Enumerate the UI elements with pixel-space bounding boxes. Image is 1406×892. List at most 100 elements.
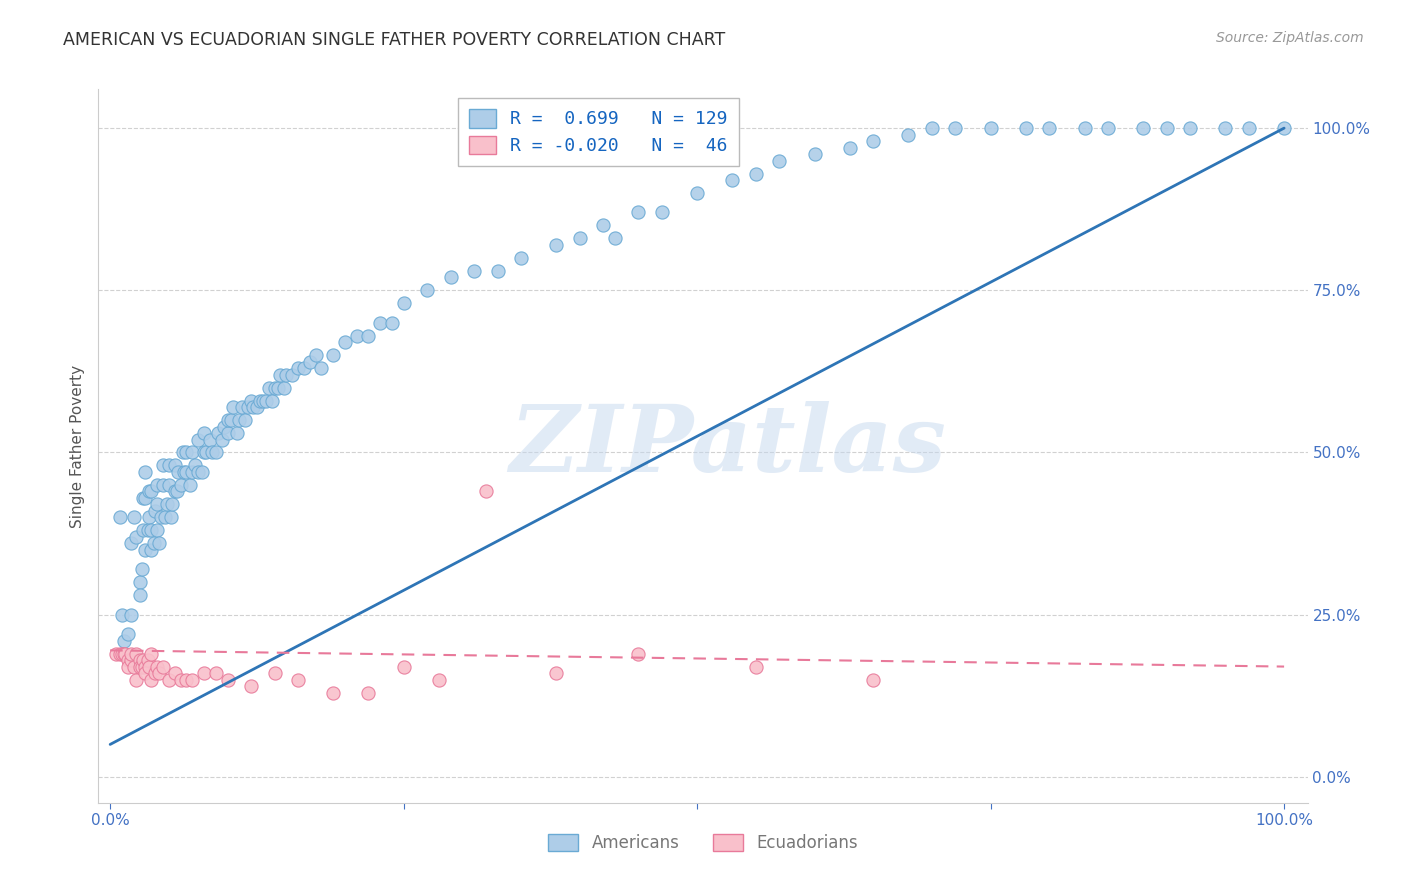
Point [262,393,284,408]
Point [1015,121,1038,136]
Point [322,348,344,362]
Point [190,465,212,479]
Point [131,659,153,673]
Point [111,607,134,622]
Point [143,504,166,518]
Point [510,251,533,265]
Point [195,445,218,459]
Point [204,666,226,681]
Point [862,673,884,687]
Point [132,653,155,667]
Point [131,562,153,576]
Point [146,478,169,492]
Point [143,666,166,681]
Point [120,607,142,622]
Point [167,465,190,479]
Point [263,381,285,395]
Point [357,685,380,699]
Point [254,393,277,408]
Point [267,381,290,395]
Point [1073,121,1095,136]
Text: Source: ZipAtlas.com: Source: ZipAtlas.com [1216,31,1364,45]
Point [198,433,221,447]
Point [193,666,215,681]
Point [134,465,156,479]
Point [249,393,271,408]
Point [546,666,568,681]
Point [1272,121,1295,136]
Point [152,659,174,673]
Point [148,536,170,550]
Point [176,445,198,459]
Point [292,361,315,376]
Point [148,666,170,681]
Point [212,419,235,434]
Point [125,673,148,687]
Point [1215,121,1237,136]
Point [141,524,163,538]
Point [311,361,333,376]
Point [181,465,204,479]
Point [193,445,215,459]
Point [111,647,134,661]
Point [897,128,920,142]
Point [136,653,159,667]
Point [141,542,163,557]
Point [128,653,150,667]
Point [136,524,159,538]
Point [568,231,591,245]
Point [187,433,209,447]
Point [201,445,224,459]
Point [1132,121,1154,136]
Text: ZIPatlas: ZIPatlas [509,401,946,491]
Point [134,666,156,681]
Point [146,659,169,673]
Point [217,413,239,427]
Point [183,458,205,473]
Point [112,647,135,661]
Point [187,465,209,479]
Point [226,425,249,440]
Point [122,659,145,673]
Point [252,393,274,408]
Point [838,140,860,154]
Point [108,510,131,524]
Point [155,497,177,511]
Point [745,167,768,181]
Point [134,659,156,673]
Point [322,685,344,699]
Point [179,478,201,492]
Point [346,328,368,343]
Point [120,536,142,550]
Point [368,316,391,330]
Point [128,659,150,673]
Point [122,510,145,524]
Point [157,478,180,492]
Point [181,445,204,459]
Point [862,134,884,148]
Point [381,316,404,330]
Point [463,264,485,278]
Point [219,413,242,427]
Point [240,679,263,693]
Point [134,542,156,557]
Point [231,400,253,414]
Point [152,478,174,492]
Point [921,121,943,136]
Point [117,653,139,667]
Point [146,497,169,511]
Point [149,510,172,524]
Point [945,121,967,136]
Point [172,445,194,459]
Point [108,647,131,661]
Point [392,659,415,673]
Point [439,270,461,285]
Point [125,647,148,661]
Point [160,510,183,524]
Point [475,484,498,499]
Point [592,219,614,233]
Point [169,478,191,492]
Point [134,491,156,505]
Point [627,205,650,219]
Point [281,368,304,382]
